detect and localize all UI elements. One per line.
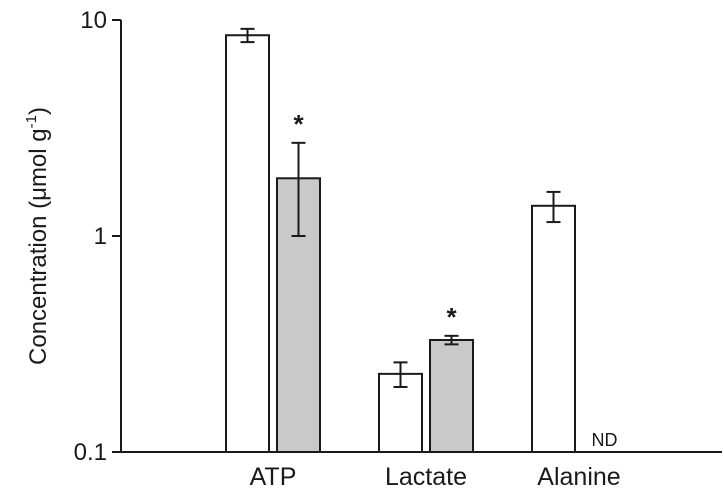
y-tick-label: 1 (94, 223, 107, 250)
y-axis-label: Concentration (μmol g-1) (23, 107, 52, 365)
y-axis-label-main: Concentration (μmol g (25, 128, 52, 365)
x-category-label: Alanine (537, 463, 620, 491)
not-detected-label: ND (592, 430, 618, 450)
y-axis-label-superscript: -1 (23, 115, 40, 128)
bar (225, 34, 270, 453)
x-category-label: ATP (250, 463, 297, 491)
x-labels: ATP Lactate Alanine (250, 463, 621, 491)
y-tick-label: 0.1 (74, 439, 107, 466)
significance-marker: * (446, 302, 457, 332)
bars: * * ND (225, 27, 618, 454)
x-category-label: Lactate (385, 463, 467, 491)
bar (531, 204, 576, 453)
significance-marker: * (293, 109, 304, 139)
bar (429, 339, 474, 453)
y-ticks: 10 1 0.1 (74, 7, 121, 466)
y-tick-label: 10 (80, 7, 107, 34)
y-axis-label-close: ) (25, 107, 52, 115)
